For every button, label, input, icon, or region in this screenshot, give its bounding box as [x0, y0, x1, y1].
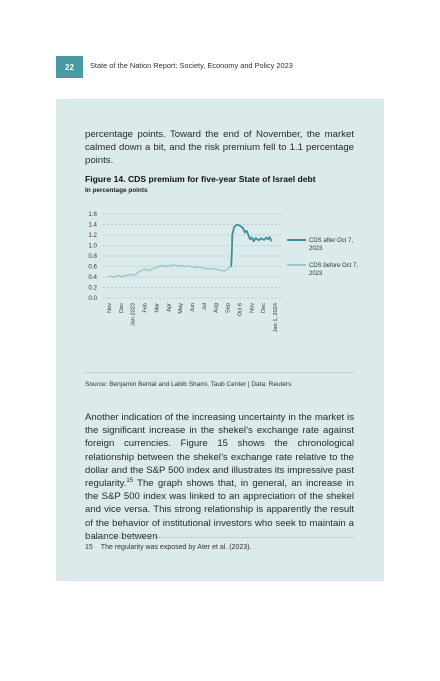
y-axis-ticks: 1.6 1.4 1.2 1.0 0.8 0.6 0.4 0.2 0.0 — [88, 211, 97, 302]
figure-title: Figure 14. CDS premium for five-year Sta… — [85, 174, 316, 184]
paragraph-text-start: Another indication of the increasing unc… — [85, 412, 354, 490]
x-tick-label: Nov — [107, 303, 113, 313]
x-tick-label: Oct 6 — [237, 303, 243, 316]
legend-label: CDS after Oct 7, — [309, 238, 353, 244]
x-tick-label: Feb — [143, 303, 149, 313]
series-line — [230, 223, 273, 267]
chart-legend: CDS after Oct 7, 2023 CDS before Oct 7, 202… — [287, 238, 358, 277]
y-tick-label: 1.2 — [88, 232, 97, 239]
x-tick-label: Sep — [226, 303, 232, 313]
x-tick-label: Mar — [154, 303, 160, 313]
x-tick-label: Dec — [261, 303, 267, 313]
x-tick-label: Nov — [249, 303, 255, 313]
x-tick-label: May — [178, 303, 184, 314]
x-tick-label: Apr — [166, 303, 172, 312]
footnote-reference[interactable]: 15 — [126, 477, 134, 484]
legend-label: 2023 — [309, 246, 323, 252]
footnote-text: The regularity was exposed by Ater et al… — [100, 544, 252, 551]
x-tick-label: Dec — [119, 303, 125, 313]
y-tick-label: 0.8 — [88, 253, 97, 260]
x-tick-label: Jul — [202, 303, 208, 310]
body-paragraph-top: percentage points. Toward the end of Nov… — [85, 129, 354, 167]
chart-grid — [103, 213, 281, 299]
legend-label: CDS before Oct 7, — [309, 263, 358, 269]
x-tick-label: Jan 2023 — [131, 303, 137, 326]
y-tick-label: 1.4 — [88, 222, 97, 229]
footnote-number: 15 — [85, 544, 93, 551]
x-axis-ticks: Nov Dec Jan 2023 Feb Mar Apr May Jun Jul Aug Sep Oc… — [107, 303, 279, 332]
content-panel — [56, 99, 384, 581]
y-tick-label: 0.6 — [88, 264, 97, 271]
running-title: State of the Nation Report: Society, Eco… — [90, 61, 293, 70]
x-tick-label: Jan 1, 2024 — [273, 303, 279, 332]
paragraph-text-end: The graph shows that, in general, an inc… — [85, 478, 354, 542]
footnote: 15 The regularity was exposed by Ater et … — [85, 544, 251, 551]
chart-series — [108, 223, 273, 278]
legend-label: 2023 — [309, 271, 323, 277]
footnote-divider — [85, 537, 354, 538]
page-number-badge: 22 — [56, 56, 83, 78]
y-tick-label: 0.2 — [88, 285, 97, 292]
figure-source: Source: Benjamin Bental and Labib Shami,… — [85, 381, 292, 388]
page-number: 22 — [65, 62, 74, 72]
y-tick-label: 0.0 — [88, 295, 97, 302]
y-tick-label: 0.4 — [88, 274, 97, 281]
y-tick-label: 1.0 — [88, 243, 97, 250]
series-line — [108, 264, 232, 278]
x-tick-label: Aug — [214, 303, 220, 313]
source-divider — [85, 372, 354, 373]
x-tick-label: Jun — [190, 303, 196, 312]
y-tick-label: 1.6 — [88, 211, 97, 218]
body-paragraph-bottom: Another indication of the increasing unc… — [85, 411, 354, 543]
figure-subtitle: In percentage points — [85, 187, 148, 194]
